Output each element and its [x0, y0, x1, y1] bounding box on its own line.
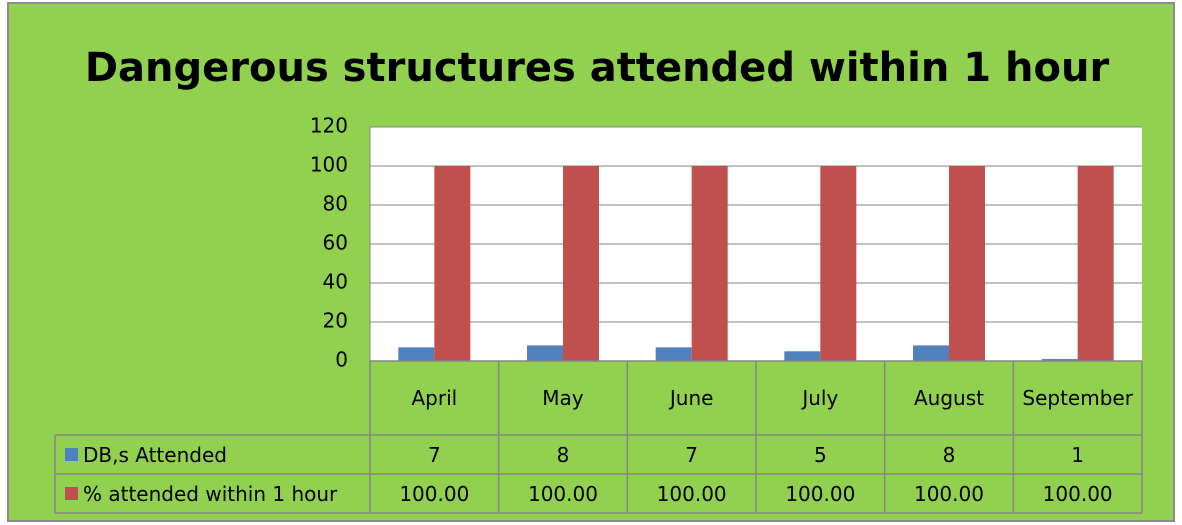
bar — [1077, 166, 1114, 361]
category-label: May — [542, 386, 584, 410]
table-value: 100.00 — [656, 481, 727, 506]
category-label: April — [411, 386, 458, 410]
legend-label: DB,s Attended — [83, 442, 227, 467]
table-value: 1 — [1071, 442, 1085, 467]
legend-key — [65, 487, 78, 500]
table-value: 8 — [942, 442, 956, 467]
category-label: August — [913, 386, 984, 410]
y-tick-label: 80 — [323, 192, 348, 216]
bar — [784, 351, 821, 361]
y-tick-label: 60 — [323, 231, 348, 255]
legend-label: % attended within 1 hour — [83, 481, 338, 506]
bar — [820, 166, 857, 361]
legend-entry: % attended within 1 hour — [55, 474, 370, 513]
table-value: 100.00 — [785, 481, 856, 506]
table-value: 5 — [813, 442, 827, 467]
category-label: September — [1022, 386, 1133, 410]
y-tick-label: 0 — [335, 348, 348, 372]
table-value: 7 — [685, 442, 699, 467]
table-value: 100.00 — [1042, 481, 1113, 506]
category-label: July — [802, 386, 839, 410]
table-value: 8 — [556, 442, 570, 467]
bar — [398, 347, 435, 361]
chart-title: Dangerous structures attended within 1 h… — [85, 45, 1110, 91]
bar — [691, 166, 728, 361]
y-tick-label: 100 — [310, 153, 348, 177]
bar — [949, 166, 985, 361]
bar — [434, 166, 471, 361]
bar — [527, 345, 563, 361]
bar — [1041, 359, 1078, 361]
bar — [913, 345, 949, 361]
category-label: June — [669, 386, 714, 410]
bar — [655, 347, 692, 361]
y-tick-label: 40 — [323, 270, 348, 294]
legend-key — [65, 448, 78, 461]
y-tick-label: 120 — [310, 114, 348, 138]
table-value: 7 — [427, 442, 441, 467]
bar — [563, 166, 599, 361]
legend-entry: DB,s Attended — [55, 435, 370, 474]
table-value: 100.00 — [913, 481, 984, 506]
table-value: 100.00 — [527, 481, 598, 506]
y-tick-label: 20 — [323, 309, 348, 333]
table-value: 100.00 — [399, 481, 470, 506]
